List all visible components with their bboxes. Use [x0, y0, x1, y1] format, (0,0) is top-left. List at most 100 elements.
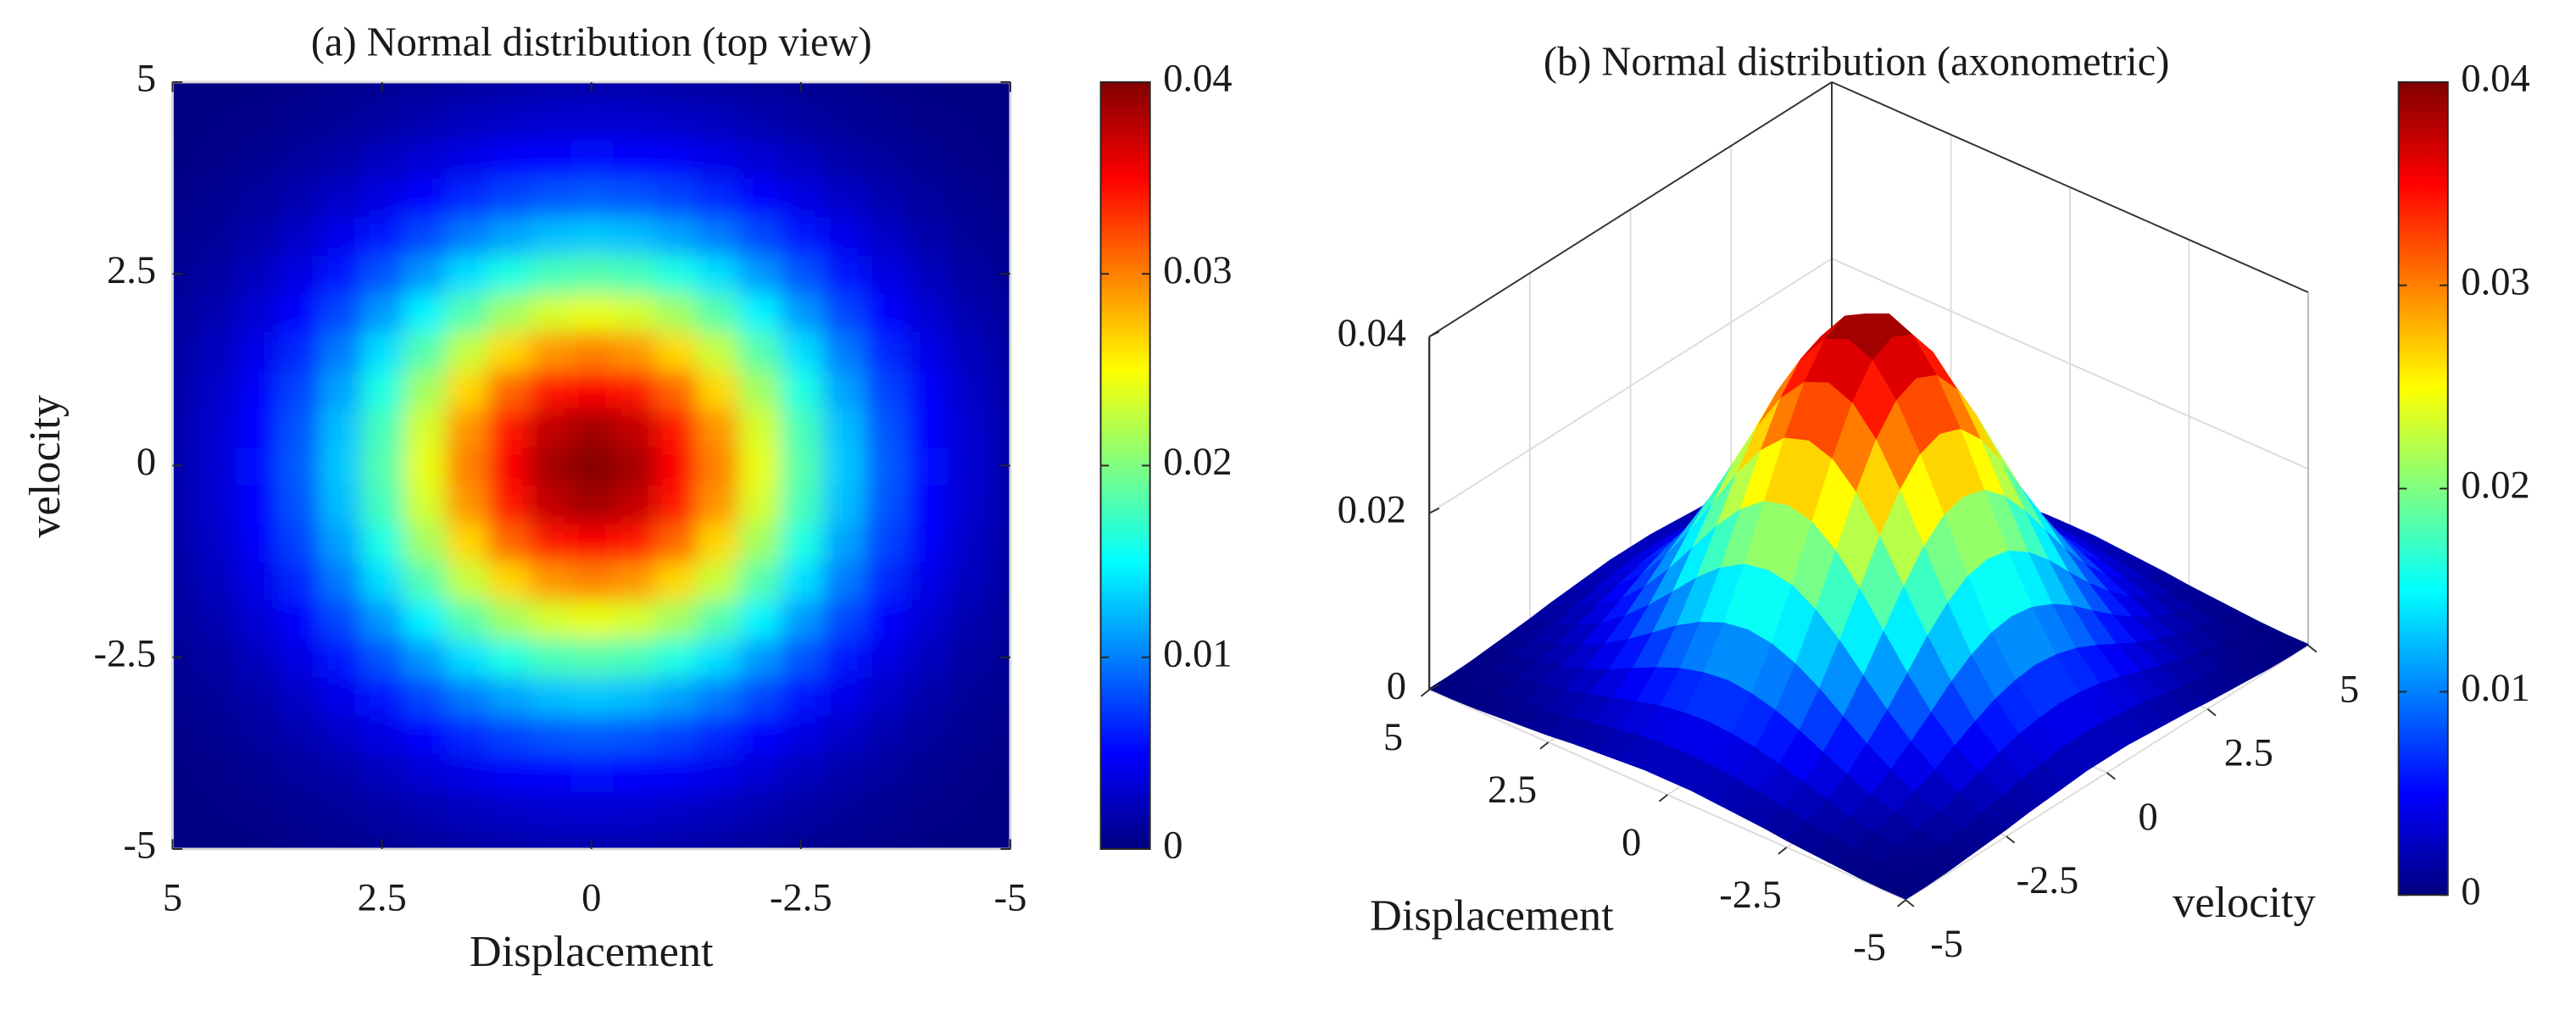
heatmap-cell	[402, 713, 446, 754]
heatmap-cell	[234, 81, 279, 103]
heatmap-cell	[527, 291, 571, 333]
heatmap-cell	[821, 560, 865, 601]
heatmap-cell	[527, 407, 571, 447]
heatmap-cell	[653, 522, 698, 563]
heatmap-cell	[402, 138, 446, 180]
axes: 0 0.02 0.04 5 2.5 0 -2.5 -5 -5 -2.5 0 2.5 5	[1338, 312, 2359, 969]
heatmap-cell	[695, 791, 739, 831]
y-tick-label: -5	[123, 824, 156, 868]
heatmap-cell	[359, 100, 404, 141]
heatmap-cell	[276, 713, 320, 754]
heatmap-cell	[318, 598, 362, 640]
heatmap-cell	[359, 675, 404, 716]
heatmap-cell	[570, 598, 614, 640]
heatmap-cell	[821, 291, 865, 333]
heatmap-cell	[611, 598, 655, 640]
y-tick	[1905, 899, 1915, 907]
heatmap-cell	[234, 791, 279, 831]
heatmap-cell	[779, 215, 823, 256]
heatmap-cell	[904, 177, 949, 218]
heatmap-cell	[904, 598, 949, 640]
heatmap-cells	[172, 81, 1010, 850]
heatmap-cell	[527, 445, 571, 486]
heatmap-cell	[653, 560, 698, 601]
heatmap-cell	[863, 752, 907, 793]
heatmap-cell	[904, 752, 949, 793]
heatmap-cell	[318, 445, 362, 486]
heatmap-cell	[402, 445, 446, 486]
heatmap-cell	[234, 675, 279, 716]
colorbar-tick-label: 0	[2461, 870, 2480, 913]
heatmap-cell	[611, 81, 655, 103]
heatmap-cell	[863, 369, 907, 409]
colorbar-tick-label: 0.01	[1163, 632, 1232, 675]
heatmap-cell	[192, 291, 236, 333]
heatmap-cell	[779, 253, 823, 294]
heatmap-cell	[234, 752, 279, 793]
heatmap-cell	[570, 81, 614, 103]
heatmap-cell	[172, 81, 195, 103]
heatmap-cell	[737, 215, 782, 256]
heatmap-cell	[695, 330, 739, 371]
heatmap-cell	[276, 484, 320, 524]
heatmap-cell	[486, 215, 530, 256]
heatmap-cell	[570, 484, 614, 524]
heatmap-cell	[946, 752, 991, 793]
heatmap-cell	[779, 791, 823, 831]
heatmap-cell	[863, 675, 907, 716]
heatmap-cell	[737, 484, 782, 524]
heatmap-cell	[276, 138, 320, 180]
heatmap-cell	[570, 215, 614, 256]
heatmap-cell	[318, 407, 362, 447]
heatmap-cell	[402, 752, 446, 793]
heatmap-cell	[988, 81, 1010, 103]
heatmap-cell	[821, 675, 865, 716]
heatmap-cell	[486, 522, 530, 563]
heatmap-cell	[276, 560, 320, 601]
heatmap-cell	[402, 369, 446, 409]
chart-title: (b) Normal distribution (axonometric)	[1544, 40, 2169, 85]
heatmap-cell	[486, 675, 530, 716]
heatmap-cell	[234, 330, 279, 371]
heatmap-cell	[443, 445, 488, 486]
heatmap-cell	[318, 560, 362, 601]
heatmap-cell	[276, 598, 320, 640]
heatmap-cell	[737, 560, 782, 601]
heatmap-cell	[653, 598, 698, 640]
heatmap-cell	[318, 253, 362, 294]
heatmap-cell	[695, 713, 739, 754]
heatmap-cell	[443, 81, 488, 103]
heatmap-cell	[234, 407, 279, 447]
heatmap-cell	[486, 291, 530, 333]
heatmap-cell	[863, 829, 907, 850]
y-tick-label: 0	[136, 441, 156, 484]
heatmap-cell	[318, 829, 362, 850]
heatmap-cell	[570, 138, 614, 180]
heatmap-cell	[192, 522, 236, 563]
heatmap-cell	[863, 330, 907, 371]
heatmap-cell	[904, 407, 949, 447]
heatmap-cell	[359, 598, 404, 640]
heatmap-cell	[359, 81, 404, 103]
heatmap-cell	[402, 522, 446, 563]
heatmap-cell	[443, 560, 488, 601]
heatmap-cell	[611, 713, 655, 754]
heatmap-cell	[443, 330, 488, 371]
heatmap-cell	[946, 637, 991, 678]
heatmap-cell	[172, 484, 195, 524]
heatmap-cell	[570, 253, 614, 294]
heatmap-cell	[821, 81, 865, 103]
heatmap-cell	[653, 369, 698, 409]
heatmap-cell	[570, 752, 614, 793]
heatmap-cell	[172, 177, 195, 218]
heatmap-cell	[988, 369, 1010, 409]
x-tick-label: 0	[1622, 821, 1641, 864]
heatmap-cell	[234, 829, 279, 850]
heatmap-cell	[779, 407, 823, 447]
x-tick-label: -5	[994, 877, 1027, 920]
heatmap-cell	[695, 100, 739, 141]
heatmap-cell	[779, 484, 823, 524]
heatmap-cell	[234, 445, 279, 486]
heatmap-cell	[904, 445, 949, 486]
y-tick-label: -5	[1930, 923, 1963, 966]
